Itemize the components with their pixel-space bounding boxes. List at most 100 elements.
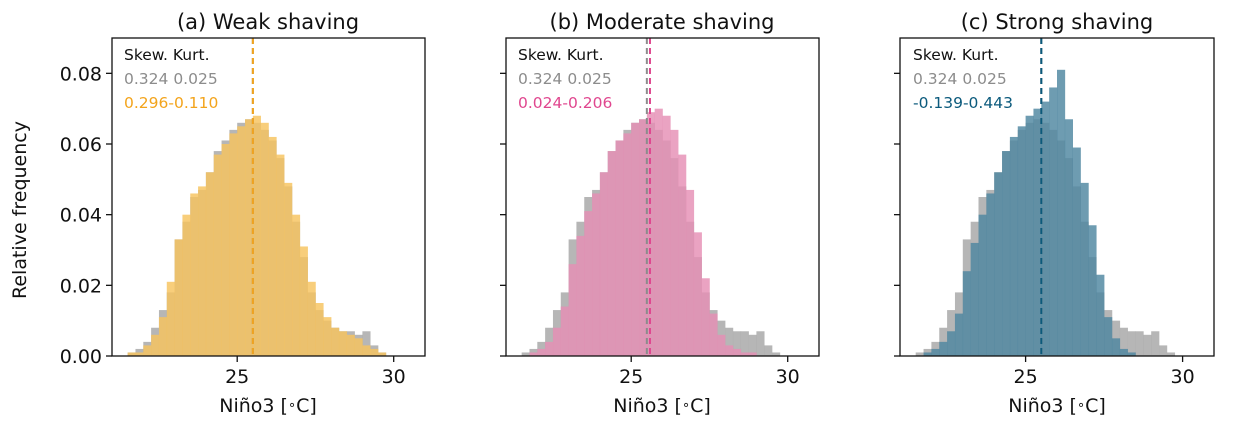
mean-lines [645,38,651,356]
reference-histogram-bar [529,348,538,356]
x-axis-label: Niño3 [∘C] [613,395,711,417]
experiment-histogram-bar [1002,151,1011,356]
reference-histogram-bar [732,331,742,356]
x-tick-label: 30 [382,366,406,388]
y-ticks [894,72,900,357]
experiment-histogram-bar [284,182,293,356]
experiment-histogram-bar [1072,147,1081,356]
reference-histogram-bar [1135,331,1144,356]
experiment-histogram-bar [252,115,261,356]
reference-histogram-bar [725,327,734,356]
experiment-histogram-bar [166,281,175,356]
experiment-histogram-bar [693,232,702,356]
reference-histogram-bar [1127,331,1136,356]
experiment-histogram-bar [568,264,577,356]
experiment-histogram-bar [592,193,601,356]
reference-histogram-bar [521,352,530,356]
experiment-histogram-bar [931,348,940,356]
experiment-histogram-bar [978,214,987,356]
stats-header: Skew. Kurt. [518,46,604,64]
experiment-histogram-bar [1127,352,1136,356]
y-tick-label: 0.02 [60,275,102,297]
reference-histogram-bar [764,345,773,356]
experiment-histogram-bar [1088,225,1097,356]
experiment-histogram-bar [954,313,964,356]
x-axis-label: Niño3 [∘C] [1008,395,1106,417]
experiment-stats: 0.024-0.206 [518,94,612,112]
experiment-histogram-bar [646,112,655,356]
x-axis-label: Niño3 [∘C] [219,395,317,417]
experiment-histogram-bar [685,189,695,356]
experiment-histogram-bar [584,211,593,356]
experiment-histogram-bar [576,235,585,356]
experiment-histogram-bar [1025,115,1034,356]
plot-frame [505,37,820,357]
experiment-histogram-bar [315,303,324,356]
experiment-histogram-bar [190,193,199,356]
panel-weak-shaving: (a) Weak shaving 25 30 0.000.020.040.060.… [60,10,426,417]
reference-histogram-bar [923,348,932,356]
experiment-histogram-bar [740,352,749,356]
experiment-histogram-bar [221,144,230,356]
experiment-histogram-bar [276,154,285,356]
experiment-histogram-bar [331,327,340,356]
experiment-histogram-bar [615,140,624,356]
experiment-histogram-bar [994,172,1003,356]
reference-histogram-bar [1143,334,1152,356]
experiment-histogram-bar [986,193,995,356]
experiment-histogram-bar [529,352,538,356]
experiment-histogram-bar [732,348,742,356]
reference-histogram-bar [1151,331,1160,356]
experiment-histogram-bar [127,352,136,356]
experiment-histogram-bar [354,338,363,356]
x-tick-label: 30 [1171,366,1195,388]
y-ticks [500,72,506,357]
experiment-histogram-bar [291,214,301,356]
panel-title: (a) Weak shaving [177,10,359,34]
reference-stats: 0.324 0.025 [518,70,612,88]
experiment-histogram-bar [607,151,616,356]
experiment-histogram-bar [1096,274,1105,356]
experiment-histogram-bar [307,281,316,356]
experiment-stats: 0.296-0.110 [124,94,218,112]
experiment-histogram-bar [205,172,215,356]
experiment-histogram-bar [1057,69,1066,357]
experiment-histogram-bar [346,334,355,356]
x-ticks: 25 30 [619,356,800,388]
reference-histogram-bar [772,352,781,356]
experiment-histogram-bar [378,352,387,356]
histogram-bars [127,115,387,357]
reference-histogram-bar [740,331,749,356]
experiment-histogram-bar [701,278,710,356]
experiment-histogram-bar [362,345,371,356]
experiment-histogram-bar [537,348,546,356]
experiment-histogram-bar [545,341,554,356]
experiment-histogram-bar [1119,348,1128,356]
experiment-histogram-bar [182,214,191,356]
experiment-histogram-bar [1009,136,1019,356]
experiment-histogram-bar [1049,87,1058,356]
histogram-bars [915,69,1176,357]
x-tick-label: 25 [1014,366,1038,388]
panel-moderate-shaving: (b) Moderate shaving 25 30 Niño3 [∘C] Ske… [500,10,820,417]
experiment-histogram-bar [268,136,277,356]
experiment-histogram-bar [970,242,979,356]
experiment-histogram-bar [1033,108,1042,356]
experiment-histogram-bar [947,331,956,356]
experiment-histogram-bar [623,133,632,356]
experiment-histogram-bar [338,331,348,356]
experiment-histogram-bar [639,119,648,357]
y-axis-label: Relative frequency [9,121,31,299]
experiment-histogram-bar [599,172,609,356]
reference-stats: 0.324 0.025 [913,70,1007,88]
experiment-histogram-bar [662,115,671,356]
reference-histogram-bar [362,331,371,356]
x-ticks: 25 30 [225,356,406,388]
experiment-histogram-bar [923,352,932,356]
experiment-histogram-bar [229,133,238,356]
plot-frame [899,37,1215,357]
experiment-histogram-bar [370,348,379,356]
reference-histogram-bar [748,334,757,356]
y-ticks: 0.00 0.02 0.04 0.06 0.08 [60,63,112,368]
reference-histogram-bar [135,348,144,356]
